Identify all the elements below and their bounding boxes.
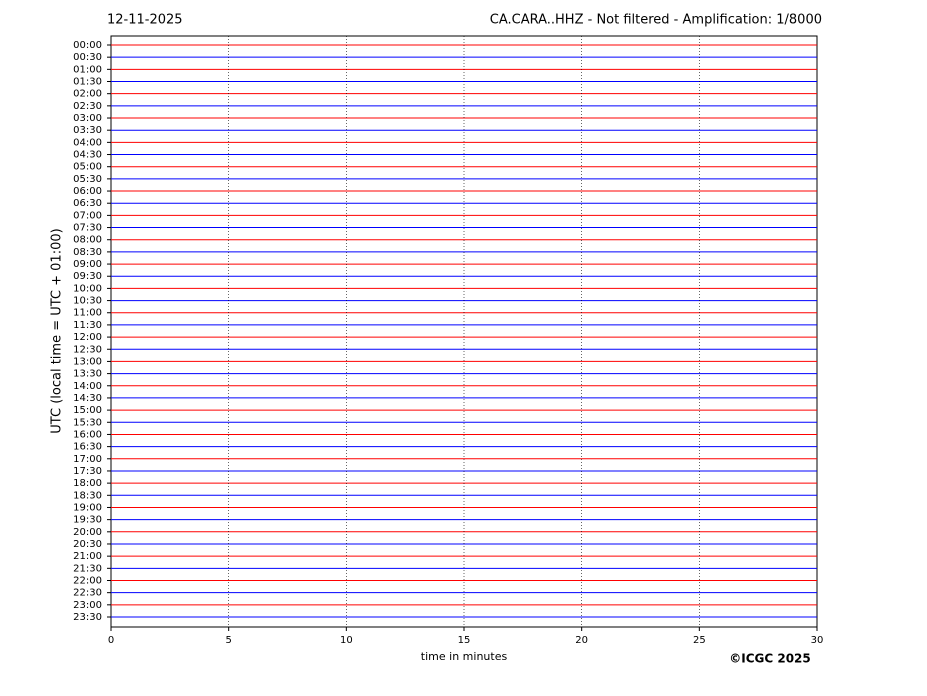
y-tick-label: 17:00 — [73, 454, 102, 465]
y-tick-label: 04:00 — [73, 137, 102, 148]
y-tick-label: 19:30 — [73, 515, 102, 526]
chart-title: 12-11-2025 — [107, 13, 183, 28]
y-axis-label: UTC (local time = UTC + 01:00) — [50, 228, 65, 433]
y-tick-label: 07:00 — [73, 210, 102, 221]
y-tick-label: 18:30 — [73, 490, 102, 501]
y-tick-label: 18:00 — [73, 478, 102, 489]
x-tick-label: 5 — [225, 635, 231, 646]
y-tick-label: 00:30 — [73, 52, 102, 63]
y-tick-label: 08:00 — [73, 235, 102, 246]
y-tick-label: 09:00 — [73, 259, 102, 270]
chart-subtitle: CA.CARA..HHZ - Not filtered - Amplificat… — [490, 13, 822, 28]
y-tick-label: 05:00 — [73, 162, 102, 173]
y-tick-label: 11:00 — [73, 308, 102, 319]
y-tick-label: 23:30 — [73, 612, 102, 623]
y-tick-label: 20:00 — [73, 527, 102, 538]
y-tick-label: 09:30 — [73, 271, 102, 282]
y-tick-label: 16:00 — [73, 429, 102, 440]
y-tick-label: 15:30 — [73, 417, 102, 428]
y-tick-label: 10:30 — [73, 296, 102, 307]
y-tick-label: 12:30 — [73, 344, 102, 355]
y-tick-label: 00:00 — [73, 40, 102, 51]
x-tick-label: 30 — [811, 635, 824, 646]
credit: ©ICGC 2025 — [729, 652, 811, 666]
x-tick-label: 25 — [693, 635, 706, 646]
y-tick-label: 10:00 — [73, 283, 102, 294]
y-tick-label: 14:30 — [73, 393, 102, 404]
y-tick-label: 12:00 — [73, 332, 102, 343]
y-tick-label: 21:00 — [73, 551, 102, 562]
y-tick-label: 15:00 — [73, 405, 102, 416]
y-tick-label: 13:30 — [73, 369, 102, 380]
y-tick-label: 05:30 — [73, 174, 102, 185]
y-tick-label: 06:30 — [73, 198, 102, 209]
y-tick-label: 22:30 — [73, 588, 102, 599]
x-tick-label: 0 — [108, 635, 114, 646]
x-tick-label: 10 — [340, 635, 353, 646]
y-tick-label: 07:30 — [73, 223, 102, 234]
y-tick-label: 14:00 — [73, 381, 102, 392]
y-tick-label: 11:30 — [73, 320, 102, 331]
y-tick-label: 21:30 — [73, 563, 102, 574]
y-tick-label: 02:00 — [73, 89, 102, 100]
plot-frame — [110, 35, 818, 628]
y-tick-label: 03:00 — [73, 113, 102, 124]
y-tick-label: 03:30 — [73, 125, 102, 136]
y-tick-label: 01:00 — [73, 64, 102, 75]
y-tick-label: 17:30 — [73, 466, 102, 477]
y-tick-label: 20:30 — [73, 539, 102, 550]
x-tick-label: 15 — [458, 635, 471, 646]
y-tick-label: 16:30 — [73, 442, 102, 453]
y-tick-label: 22:00 — [73, 575, 102, 586]
y-tick-label: 08:30 — [73, 247, 102, 258]
x-tick-label: 20 — [575, 635, 588, 646]
y-tick-label: 06:00 — [73, 186, 102, 197]
x-axis-label: time in minutes — [421, 650, 508, 663]
y-tick-label: 02:30 — [73, 101, 102, 112]
y-tick-label: 19:00 — [73, 502, 102, 513]
y-tick-label: 13:00 — [73, 356, 102, 367]
y-tick-label: 23:00 — [73, 600, 102, 611]
y-tick-label: 01:30 — [73, 77, 102, 88]
y-tick-label: 04:30 — [73, 150, 102, 161]
